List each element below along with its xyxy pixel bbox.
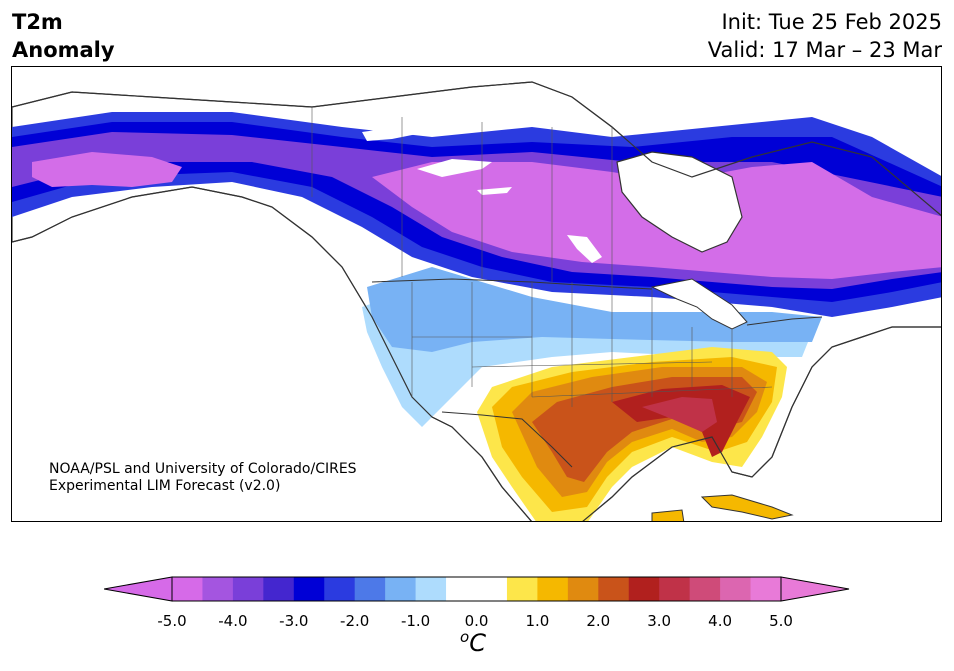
credit-text: NOAA/PSL and University of Colorado/CIRE… bbox=[49, 461, 357, 495]
colorbar-cell bbox=[537, 577, 569, 601]
colorbar-tick-label: 4.0 bbox=[708, 612, 733, 630]
colorbar-cell bbox=[567, 577, 599, 601]
colorbar-tick-label: -2.0 bbox=[340, 612, 370, 630]
colorbar-tick-label: -4.0 bbox=[218, 612, 248, 630]
colorbar-cell bbox=[476, 577, 508, 601]
province-lines bbox=[311, 107, 613, 287]
great-lakes bbox=[650, 278, 748, 330]
unit-letter: C bbox=[469, 629, 486, 657]
colorbar-cell bbox=[293, 577, 325, 601]
credit-line-1: NOAA/PSL and University of Colorado/CIRE… bbox=[49, 461, 357, 477]
colorbar-cell bbox=[202, 577, 234, 601]
yucatan bbox=[651, 509, 685, 521]
lake-4 bbox=[567, 235, 602, 263]
credit-line-2: Experimental LIM Forecast (v2.0) bbox=[49, 478, 281, 494]
colorbar-tick-label: 5.0 bbox=[769, 612, 793, 630]
colorbar-cell bbox=[415, 577, 447, 601]
unit-degree: o bbox=[460, 628, 470, 646]
colorbar-cell bbox=[172, 577, 203, 601]
title-line-1: T2m bbox=[12, 10, 63, 34]
cuba bbox=[700, 494, 794, 520]
colorbar-cell bbox=[598, 577, 630, 601]
colorbar-unit: oC bbox=[460, 628, 486, 657]
colorbar-cell bbox=[385, 577, 417, 601]
colorbar-cell bbox=[659, 577, 691, 601]
map-title: T2m Anomaly bbox=[12, 8, 115, 64]
lake-2 bbox=[417, 159, 492, 177]
anomaly-light-blue bbox=[367, 267, 822, 352]
lake-3 bbox=[477, 187, 512, 195]
colorbar-tick-label: -1.0 bbox=[400, 612, 431, 630]
lake-1 bbox=[362, 125, 422, 141]
colorbar-cell bbox=[446, 577, 477, 601]
state-lines bbox=[411, 282, 773, 407]
forecast-dates: Init: Tue 25 Feb 2025 Valid: 17 Mar – 23… bbox=[708, 8, 942, 64]
valid-range: Valid: 17 Mar – 23 Mar bbox=[707, 38, 942, 62]
init-date: Init: Tue 25 Feb 2025 bbox=[721, 10, 942, 34]
colorbar-tick-label: -5.0 bbox=[157, 612, 187, 630]
colorbar-cell bbox=[750, 577, 782, 601]
title-line-2: Anomaly bbox=[12, 38, 115, 62]
colorbar-cell bbox=[628, 577, 660, 601]
hudson-bay bbox=[616, 151, 743, 253]
colorbar-cell bbox=[324, 577, 356, 601]
anomaly-map bbox=[11, 66, 942, 522]
colorbar-cell bbox=[263, 577, 295, 601]
colorbar-tick-label: -3.0 bbox=[279, 612, 309, 630]
colorbar-under-arrow bbox=[104, 576, 173, 602]
colorbar-tick-label: 2.0 bbox=[586, 612, 611, 630]
colorbar-cell bbox=[689, 577, 721, 601]
anomaly-crimson bbox=[642, 397, 717, 432]
colorbar-cell bbox=[506, 577, 538, 601]
colorbar-outline bbox=[171, 576, 782, 602]
colorbar-cell bbox=[354, 577, 386, 601]
colorbar-tick-label: 1.0 bbox=[525, 612, 550, 630]
anomaly-magenta-alaska bbox=[32, 152, 182, 187]
colorbar-cell bbox=[232, 577, 264, 601]
us-mexico-border bbox=[441, 411, 573, 468]
colorbar-over-arrow bbox=[780, 576, 850, 602]
colorbar-cell bbox=[720, 577, 752, 601]
map-canvas bbox=[12, 67, 941, 521]
colorbar-tick-label: 3.0 bbox=[647, 612, 672, 630]
coastline bbox=[12, 81, 941, 521]
colorbar bbox=[104, 576, 850, 602]
colorbar-tick-label: 0.0 bbox=[464, 612, 489, 630]
